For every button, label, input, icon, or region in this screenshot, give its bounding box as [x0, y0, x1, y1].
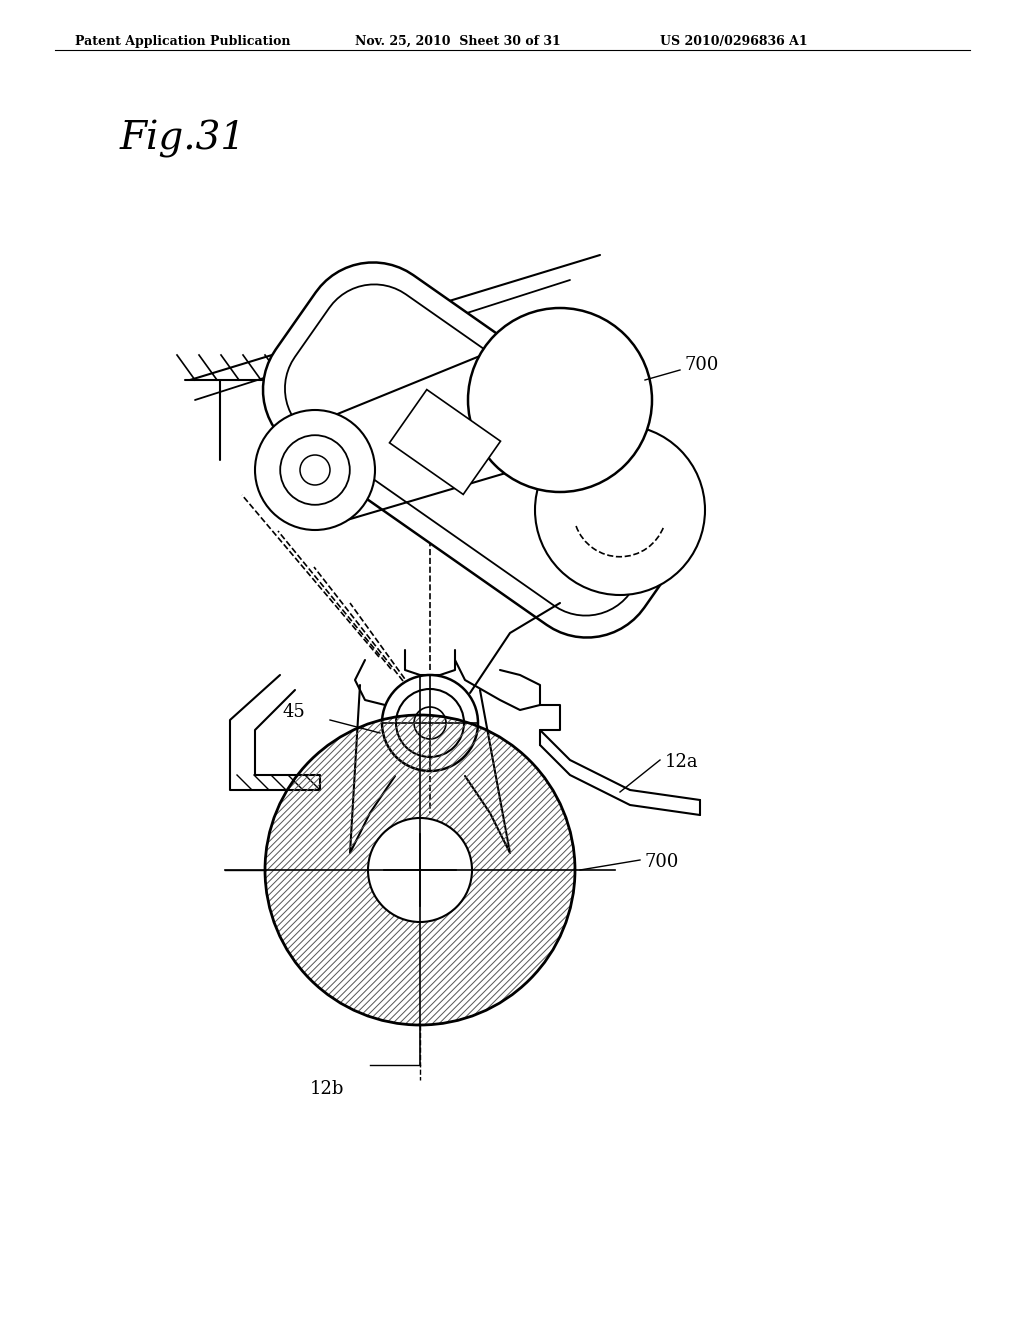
Text: 700: 700 [645, 853, 679, 871]
Circle shape [535, 425, 705, 595]
Circle shape [414, 708, 446, 739]
Text: 12a: 12a [665, 752, 698, 771]
Text: Nov. 25, 2010  Sheet 30 of 31: Nov. 25, 2010 Sheet 30 of 31 [355, 36, 561, 48]
Text: US 2010/0296836 A1: US 2010/0296836 A1 [660, 36, 808, 48]
Text: 700: 700 [685, 356, 720, 374]
Circle shape [281, 436, 350, 504]
Polygon shape [285, 284, 675, 615]
Polygon shape [263, 263, 697, 638]
Circle shape [368, 818, 472, 921]
Circle shape [468, 308, 652, 492]
Text: Patent Application Publication: Patent Application Publication [75, 36, 291, 48]
Circle shape [382, 675, 478, 771]
Text: 12b: 12b [310, 1080, 344, 1098]
Circle shape [300, 455, 330, 484]
Text: 45: 45 [283, 704, 305, 721]
Circle shape [255, 411, 375, 531]
Polygon shape [389, 389, 501, 495]
Circle shape [396, 689, 464, 756]
Text: Fig.31: Fig.31 [120, 120, 246, 158]
